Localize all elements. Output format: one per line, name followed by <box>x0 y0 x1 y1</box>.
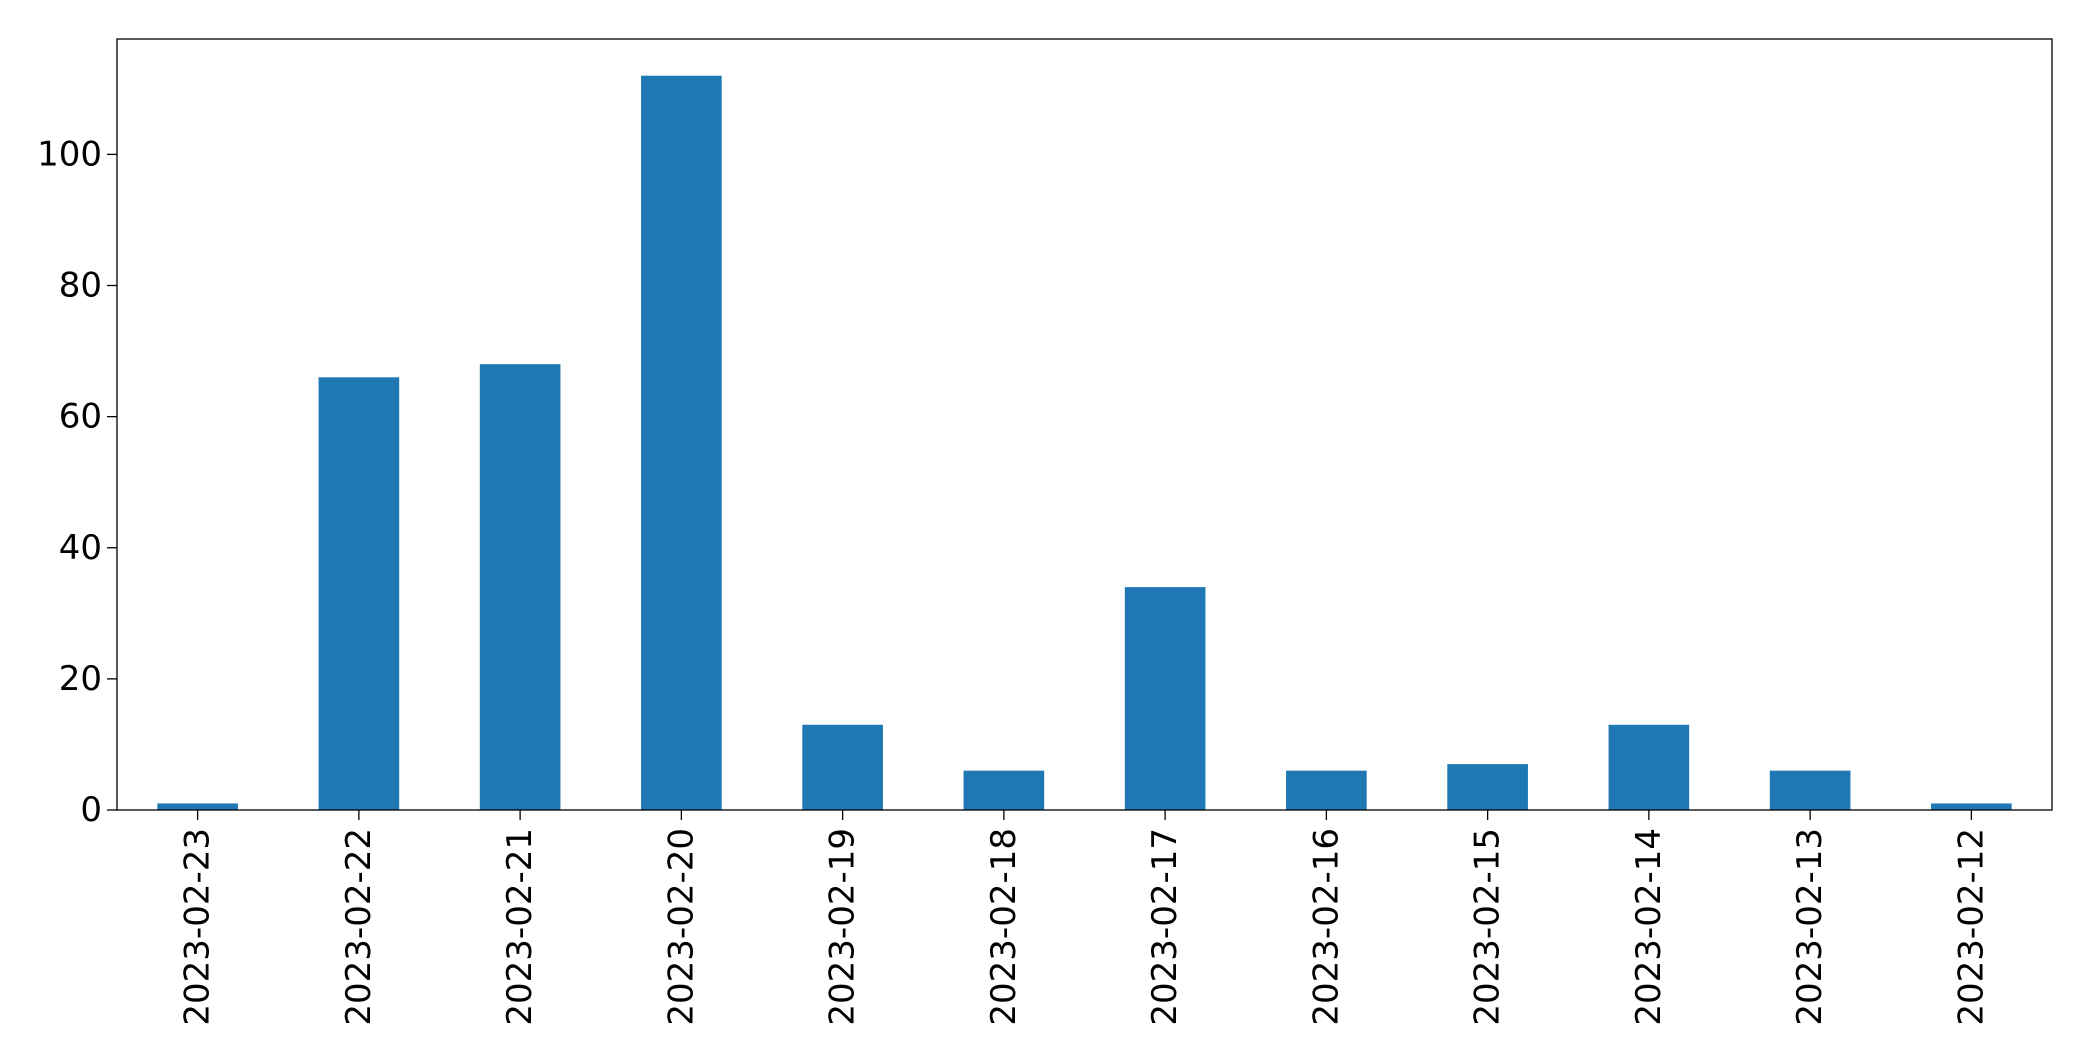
bar-2023-02-15 <box>1447 764 1528 810</box>
y-tick-label: 100 <box>37 134 102 174</box>
x-tick-label: 2023-02-23 <box>178 828 218 1026</box>
y-axis: 0 20 40 60 80 100 <box>37 134 117 830</box>
bar-2023-02-12 <box>1931 803 2012 810</box>
y-tick-label: 20 <box>59 659 102 699</box>
bar-2023-02-21 <box>479 364 561 810</box>
x-tick-label: 2023-02-21 <box>500 828 540 1026</box>
x-tick-label: 2023-02-15 <box>1468 828 1508 1026</box>
x-tick-label: 2023-02-16 <box>1306 828 1346 1026</box>
bar-2023-02-18 <box>963 770 1045 810</box>
x-tick-label: 2023-02-17 <box>1145 828 1185 1026</box>
bar-2023-02-14 <box>1608 724 1690 810</box>
x-tick-label: 2023-02-20 <box>661 828 701 1026</box>
x-tick-label: 2023-02-12 <box>1951 828 1991 1026</box>
y-tick-label: 60 <box>59 397 102 437</box>
y-tick-label: 0 <box>80 790 102 830</box>
bar-2023-02-13 <box>1769 770 1851 810</box>
y-tick-label: 40 <box>59 528 102 568</box>
bar-2023-02-17 <box>1124 587 1206 810</box>
bar-2023-02-19 <box>802 724 883 810</box>
x-tick-label: 2023-02-18 <box>984 828 1024 1026</box>
bars-layer <box>157 75 2012 810</box>
x-tick-label: 2023-02-13 <box>1790 828 1830 1026</box>
x-tick-label: 2023-02-14 <box>1629 828 1669 1026</box>
x-tick-label: 2023-02-22 <box>339 828 379 1026</box>
bar-2023-02-23 <box>157 803 238 810</box>
bar-2023-02-22 <box>318 377 400 810</box>
plot-area-frame <box>116 38 2053 811</box>
y-tick-label: 80 <box>59 266 102 306</box>
bar-2023-02-16 <box>1286 770 1367 810</box>
x-tick-label: 2023-02-19 <box>823 828 863 1026</box>
bar-2023-02-20 <box>641 75 722 810</box>
x-axis: 2023-02-23 2023-02-22 2023-02-21 2023-02-20… <box>178 810 1991 1026</box>
